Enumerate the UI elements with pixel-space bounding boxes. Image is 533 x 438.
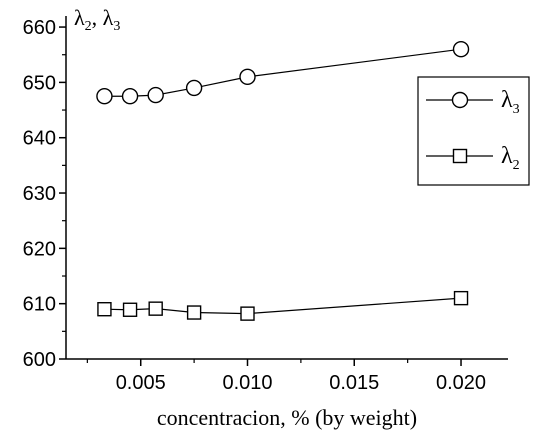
series-layer: [96, 40, 470, 321]
data-point-square: [240, 306, 255, 321]
data-point-circle: [147, 86, 164, 104]
y-tick-label: 630: [23, 183, 56, 205]
lambda-subscript: 2: [85, 19, 92, 34]
legend-marker-square: [452, 148, 468, 164]
data-point-circle: [96, 88, 113, 105]
data-point-circle: [185, 79, 203, 97]
legend-marker-circle: [451, 91, 469, 109]
legend-label-subscript: 2: [513, 158, 520, 173]
data-point-square: [122, 302, 138, 317]
legend-label-subscript: 3: [513, 102, 520, 117]
lambda: λ: [74, 5, 85, 30]
x-tick-label: 0.010: [222, 372, 272, 394]
data-point-square: [148, 301, 163, 316]
data-point-square: [186, 305, 202, 320]
x-axis-label: concentracion, % (by weight): [157, 405, 417, 430]
y-tick-label: 600: [23, 349, 56, 371]
lambda-subscript: 3: [113, 19, 120, 34]
y-tick-label: 640: [23, 128, 56, 150]
separator: ,: [92, 5, 103, 30]
y-tick-label: 620: [23, 238, 56, 260]
axes: 600 610 620 630 640 650 660 0.005 0.010 0.015 0.02…: [23, 16, 508, 394]
y-tick-label: 610: [23, 294, 56, 316]
data-point-circle: [121, 88, 139, 105]
legend-box: [417, 76, 530, 186]
y-tick-label: 650: [23, 72, 56, 94]
x-tick-label: 0.015: [329, 372, 379, 394]
data-point-square: [453, 290, 469, 306]
x-tick-label: 0.020: [436, 372, 486, 394]
y-tick-label: 660: [23, 17, 56, 39]
data-point-circle: [452, 40, 470, 58]
data-point-square: [97, 302, 112, 317]
lambda: λ: [103, 5, 114, 30]
y-axis-label: λ2, λ3: [74, 5, 120, 34]
data-point-circle: [239, 68, 256, 86]
x-tick-label: 0.005: [116, 372, 166, 394]
